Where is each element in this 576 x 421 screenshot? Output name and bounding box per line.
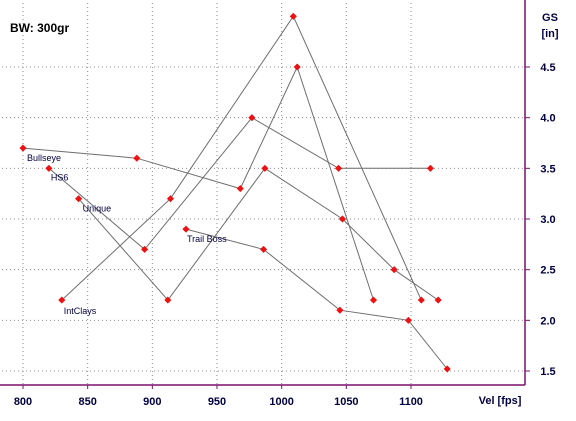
data-point xyxy=(140,245,149,254)
data-point xyxy=(417,296,426,304)
series-bullseye: Bullseye xyxy=(19,63,378,304)
series-label: Unique xyxy=(83,204,112,214)
data-point xyxy=(182,225,190,233)
data-point xyxy=(236,184,244,193)
series-label: HS6 xyxy=(51,172,69,182)
x-tick-label: 1100 xyxy=(399,396,423,408)
data-point xyxy=(443,365,451,373)
data-point xyxy=(434,296,442,304)
data-point xyxy=(289,12,297,20)
bullet-weight-info: BW: 300gr xyxy=(10,21,69,35)
data-point xyxy=(369,296,378,304)
data-point xyxy=(133,154,141,162)
data-point xyxy=(259,245,268,254)
series-line xyxy=(78,167,439,301)
ticks-group: 800 850 900 950 1000 1050 1100 1.5 2.0 2.5 3.0 3.5 4… xyxy=(14,62,556,408)
x-tick-label: 950 xyxy=(208,396,226,408)
y-axis-unit: [in] xyxy=(541,28,558,40)
data-point xyxy=(404,316,413,324)
x-tick-label: 850 xyxy=(78,396,96,408)
series-hs6: HS6 xyxy=(45,114,435,254)
data-point xyxy=(338,215,347,223)
y-tick-label: 4.5 xyxy=(540,62,555,74)
x-tick-label: 1050 xyxy=(334,396,358,408)
data-point xyxy=(248,114,256,122)
x-tick-label: 800 xyxy=(14,396,32,408)
y-tick-label: 3.5 xyxy=(540,163,555,175)
y-tick-label: 3.0 xyxy=(540,214,555,226)
data-point xyxy=(58,296,66,304)
y-tick-label: 2.5 xyxy=(540,265,555,277)
y-tick-label: 4.0 xyxy=(540,113,555,125)
series-unique: Unique xyxy=(74,164,442,304)
data-point xyxy=(293,63,301,71)
data-point xyxy=(164,296,172,304)
series-line xyxy=(185,228,448,370)
data-point xyxy=(261,164,269,172)
x-axis-title: Vel [fps] xyxy=(479,395,522,407)
data-point xyxy=(390,266,398,274)
y-axis-title: GS xyxy=(542,12,558,24)
data-point xyxy=(336,306,344,314)
data-point xyxy=(74,195,83,203)
y-tick-label: 1.5 xyxy=(540,366,555,378)
x-tick-label: 900 xyxy=(143,396,161,408)
series-label: Trail Boss xyxy=(187,234,227,244)
series-group: Bullseye HS6 Unique IntClays Trail Boss xyxy=(19,12,451,373)
series-intclays: IntClays xyxy=(58,12,426,316)
series-label: Bullseye xyxy=(27,153,61,163)
data-point xyxy=(166,195,175,203)
data-point xyxy=(19,144,27,152)
data-point xyxy=(45,164,53,172)
series-line xyxy=(61,15,422,301)
plot-frame xyxy=(0,0,526,386)
data-point xyxy=(334,164,343,172)
y-tick-label: 2.0 xyxy=(540,315,555,327)
series-trail-boss: Trail Boss xyxy=(182,225,451,373)
data-point xyxy=(426,164,435,172)
series-label: IntClays xyxy=(64,306,97,316)
x-tick-label: 1000 xyxy=(269,396,293,408)
